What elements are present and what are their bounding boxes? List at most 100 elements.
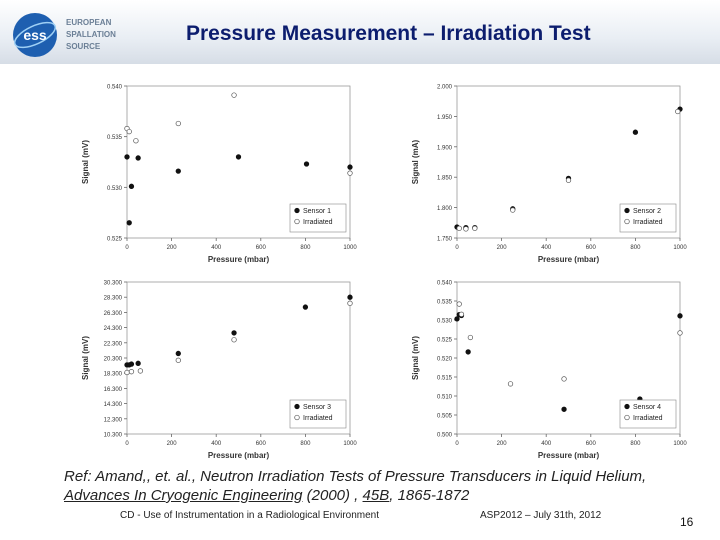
logo-text-line3: SOURCE [66,42,101,51]
data-point-irradiated [456,225,462,231]
logo-mark: ess [23,27,47,43]
data-point-irradiated [458,311,465,317]
y-tick-label: 30.300 [104,281,123,287]
y-tick-label: 2.000 [437,85,453,91]
legend-label: Irradiated [633,219,663,226]
footer-event-date: ASP2012 – July 31th, 2012 [480,510,602,521]
x-tick-label: 800 [300,441,311,447]
data-point-sensor [124,154,130,160]
legend-label: Sensor 3 [303,404,331,411]
legend-box [619,399,677,429]
y-tick-label: 0.525 [107,237,123,243]
logo-text-line1: EUROPEAN [66,18,112,27]
y-tick-label: 1.950 [437,115,453,121]
data-point-irradiated [231,92,237,98]
chart-sensor-4: 0.500 0.505 0.510 0.515 0.520 0.525 0.530 0.535… [411,281,687,461]
y-axis-label: Signal (mV) [81,336,90,380]
legend-marker [624,403,630,410]
legend-marker [624,218,630,225]
y-axis-label: Signal (mV) [81,140,90,184]
y-tick-label: 28.300 [104,296,123,302]
legend-label: Sensor 1 [303,208,331,215]
y-tick-label: 18.300 [104,372,123,378]
page-title: Pressure Measurement – Irradiation Test [186,22,591,45]
y-tick-label: 0.505 [437,414,453,420]
data-point-sensor [128,183,135,189]
legend-marker [294,207,300,214]
data-point-irradiated [175,120,181,127]
y-tick-label: 16.300 [104,387,123,393]
y-tick-label: 14.300 [104,402,123,408]
y-tick-label: 10.300 [104,433,123,439]
ref-pages: , 1865-1872 [389,487,470,504]
x-tick-label: 800 [630,441,641,447]
x-tick-label: 400 [211,441,222,447]
data-point-irradiated [675,108,681,115]
ref-volume: 45B [362,487,390,504]
data-point-irradiated [137,368,144,374]
data-point-irradiated [565,177,572,183]
footer-course-title: CD - Use of Instrumentation in a Radiolo… [120,510,380,521]
y-tick-label: 0.540 [437,281,453,287]
x-tick-label: 0 [125,245,129,251]
y-tick-label: 20.300 [104,357,123,363]
y-tick-label: 24.300 [104,326,123,332]
ref-prefix: Ref: Amand,, et. al., Neutron Irradiatio… [64,468,647,485]
y-axis-label: Signal (mV) [411,336,420,380]
y-tick-label: 0.515 [437,376,453,382]
x-axis-label: Pressure (mbar) [208,255,270,264]
x-tick-label: 400 [541,245,552,251]
x-tick-label: 600 [256,441,267,447]
x-tick-label: 400 [211,245,222,251]
data-point-sensor [135,360,141,366]
data-point-irradiated [456,301,462,307]
legend-marker [624,414,630,421]
data-point-sensor [677,313,683,319]
data-point-sensor [454,316,460,322]
legend-box [619,203,677,233]
data-point-sensor [561,406,567,412]
x-tick-label: 600 [586,245,597,251]
y-tick-label: 26.300 [104,311,123,317]
data-point-irradiated [472,225,478,231]
data-point-sensor [465,349,471,355]
ref-year: (2000) , [306,487,359,504]
x-tick-label: 200 [497,245,508,251]
reference-citation: Ref: Amand,, et. al., Neutron Irradiatio… [64,467,664,505]
data-point-irradiated [128,369,135,375]
header-banner: ess EUROPEAN SPALLATION SOURCE Pressure … [0,0,720,64]
x-axis-label: Pressure (mbar) [538,451,600,460]
y-tick-label: 0.510 [437,395,453,401]
legend-box [289,203,347,233]
data-point-irradiated [133,138,139,144]
data-point-sensor [231,330,237,336]
x-tick-label: 600 [256,245,267,251]
x-tick-label: 1000 [673,245,687,251]
data-point-irradiated [175,357,181,363]
x-tick-label: 1000 [343,441,357,447]
data-point-irradiated [347,170,353,176]
data-point-sensor [175,350,181,357]
legend-box [289,399,347,429]
data-point-sensor [135,155,141,161]
y-tick-label: 0.530 [437,319,453,325]
ref-journal: Advances In Cryogenic Engineering [64,487,303,504]
x-tick-label: 800 [300,245,311,251]
legend-marker [294,403,300,410]
x-axis-label: Pressure (mbar) [208,451,270,460]
y-tick-label: 1.850 [437,176,453,182]
x-tick-label: 200 [497,441,508,447]
data-point-sensor [175,168,181,174]
x-tick-label: 200 [167,245,178,251]
data-point-irradiated [124,369,130,376]
data-point-irradiated [510,207,516,213]
data-point-irradiated [677,330,683,336]
data-point-irradiated [467,334,474,341]
legend-marker [294,414,300,421]
x-axis-label: Pressure (mbar) [538,255,600,264]
x-tick-label: 200 [167,441,178,447]
y-tick-label: 1.900 [437,145,453,151]
data-point-irradiated [231,337,237,343]
data-point-sensor [235,154,242,160]
data-point-sensor [632,129,639,135]
